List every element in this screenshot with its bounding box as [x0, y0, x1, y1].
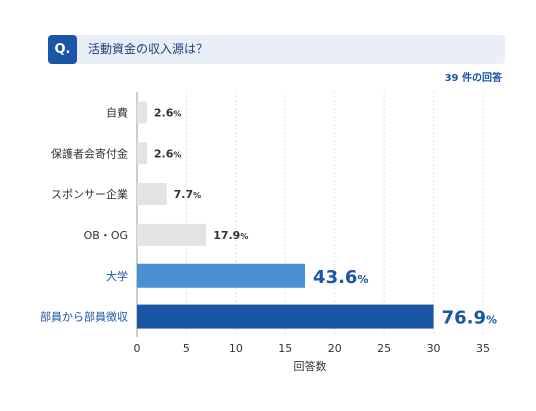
category-label: 保護者会寄付金: [51, 146, 128, 160]
category-label: 部員から部員徴収: [40, 310, 128, 324]
x-tick-label: 5: [183, 342, 190, 355]
x-tick-label: 15: [278, 342, 292, 355]
x-tick-label: 10: [229, 342, 243, 355]
category-label: 自費: [106, 105, 128, 119]
question-banner: Q. 活動資金の収入源は？: [48, 35, 505, 64]
value-label: 76.9%: [442, 308, 497, 329]
category-label: 大学: [106, 269, 128, 283]
bar: [137, 183, 167, 206]
bar: [137, 101, 147, 124]
x-tick-label: 25: [377, 342, 391, 355]
x-axis-label: 回答数: [294, 359, 327, 373]
x-tick-label: 20: [328, 342, 342, 355]
value-label: 43.6%: [313, 267, 368, 288]
question-badge: Q.: [48, 35, 77, 64]
bar: [137, 304, 434, 329]
bar: [137, 223, 207, 246]
x-tick-label: 35: [476, 342, 490, 355]
bar: [137, 263, 306, 288]
value-label: 2.6%: [154, 106, 182, 119]
response-count: 39 件の回答: [444, 73, 502, 84]
value-label: 17.9%: [213, 229, 248, 242]
bar: [137, 142, 147, 165]
value-label: 2.6%: [154, 147, 182, 160]
question-text: 活動資金の収入源は？: [88, 42, 209, 56]
category-label: スポンサー企業: [51, 187, 128, 201]
x-tick-label: 0: [134, 342, 141, 355]
x-tick-label: 30: [427, 342, 441, 355]
category-label: OB・OG: [84, 229, 128, 242]
value-label: 7.7%: [174, 188, 202, 201]
